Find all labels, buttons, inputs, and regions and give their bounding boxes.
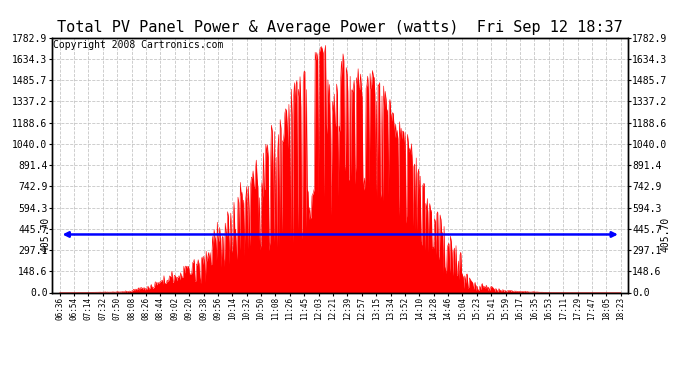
- Text: 405.70: 405.70: [660, 217, 671, 252]
- Text: Copyright 2008 Cartronics.com: Copyright 2008 Cartronics.com: [54, 40, 224, 50]
- Text: 405.70: 405.70: [41, 217, 50, 252]
- Title: Total PV Panel Power & Average Power (watts)  Fri Sep 12 18:37: Total PV Panel Power & Average Power (wa…: [57, 20, 622, 35]
